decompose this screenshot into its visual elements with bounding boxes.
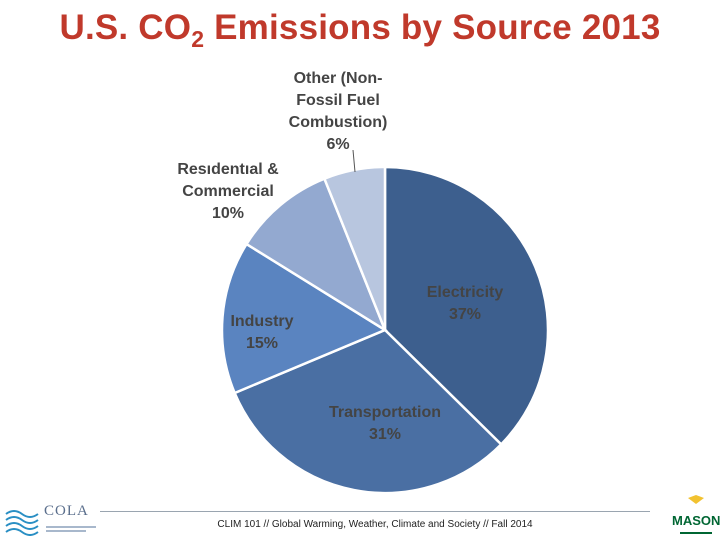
data-label-other: Other (Non-Fossil Fuel Combustion) 6% [289, 70, 388, 153]
chart-title: U.S. CO2 Emissions by Source 2013 [59, 8, 661, 52]
leader-line-other [352, 149, 356, 173]
data-label-residential-commercial: Resıdentıal & Commercial 10% [177, 161, 279, 222]
data-label-transportation: Transportation 31% [329, 404, 441, 443]
pie-slice-residential-commercial [244, 177, 388, 334]
pie-slice-electricity [383, 165, 550, 447]
data-label-industry: Industry 15% [230, 313, 293, 352]
pie-slice-industry [220, 242, 388, 395]
gmu-logo-text: MASON [672, 513, 720, 528]
footer-course-text: CLIM 101 // Global Warming, Weather, Cli… [217, 519, 533, 530]
cola-logo-text: COLA [44, 503, 89, 519]
gmu-logo-icon [680, 495, 712, 534]
pie-slice-transportation [233, 328, 503, 495]
cola-logo-icon [5, 510, 96, 536]
pie-slice-other [322, 165, 387, 331]
data-label-electricity: Electricity 37% [427, 284, 504, 323]
footer-divider [100, 511, 650, 512]
